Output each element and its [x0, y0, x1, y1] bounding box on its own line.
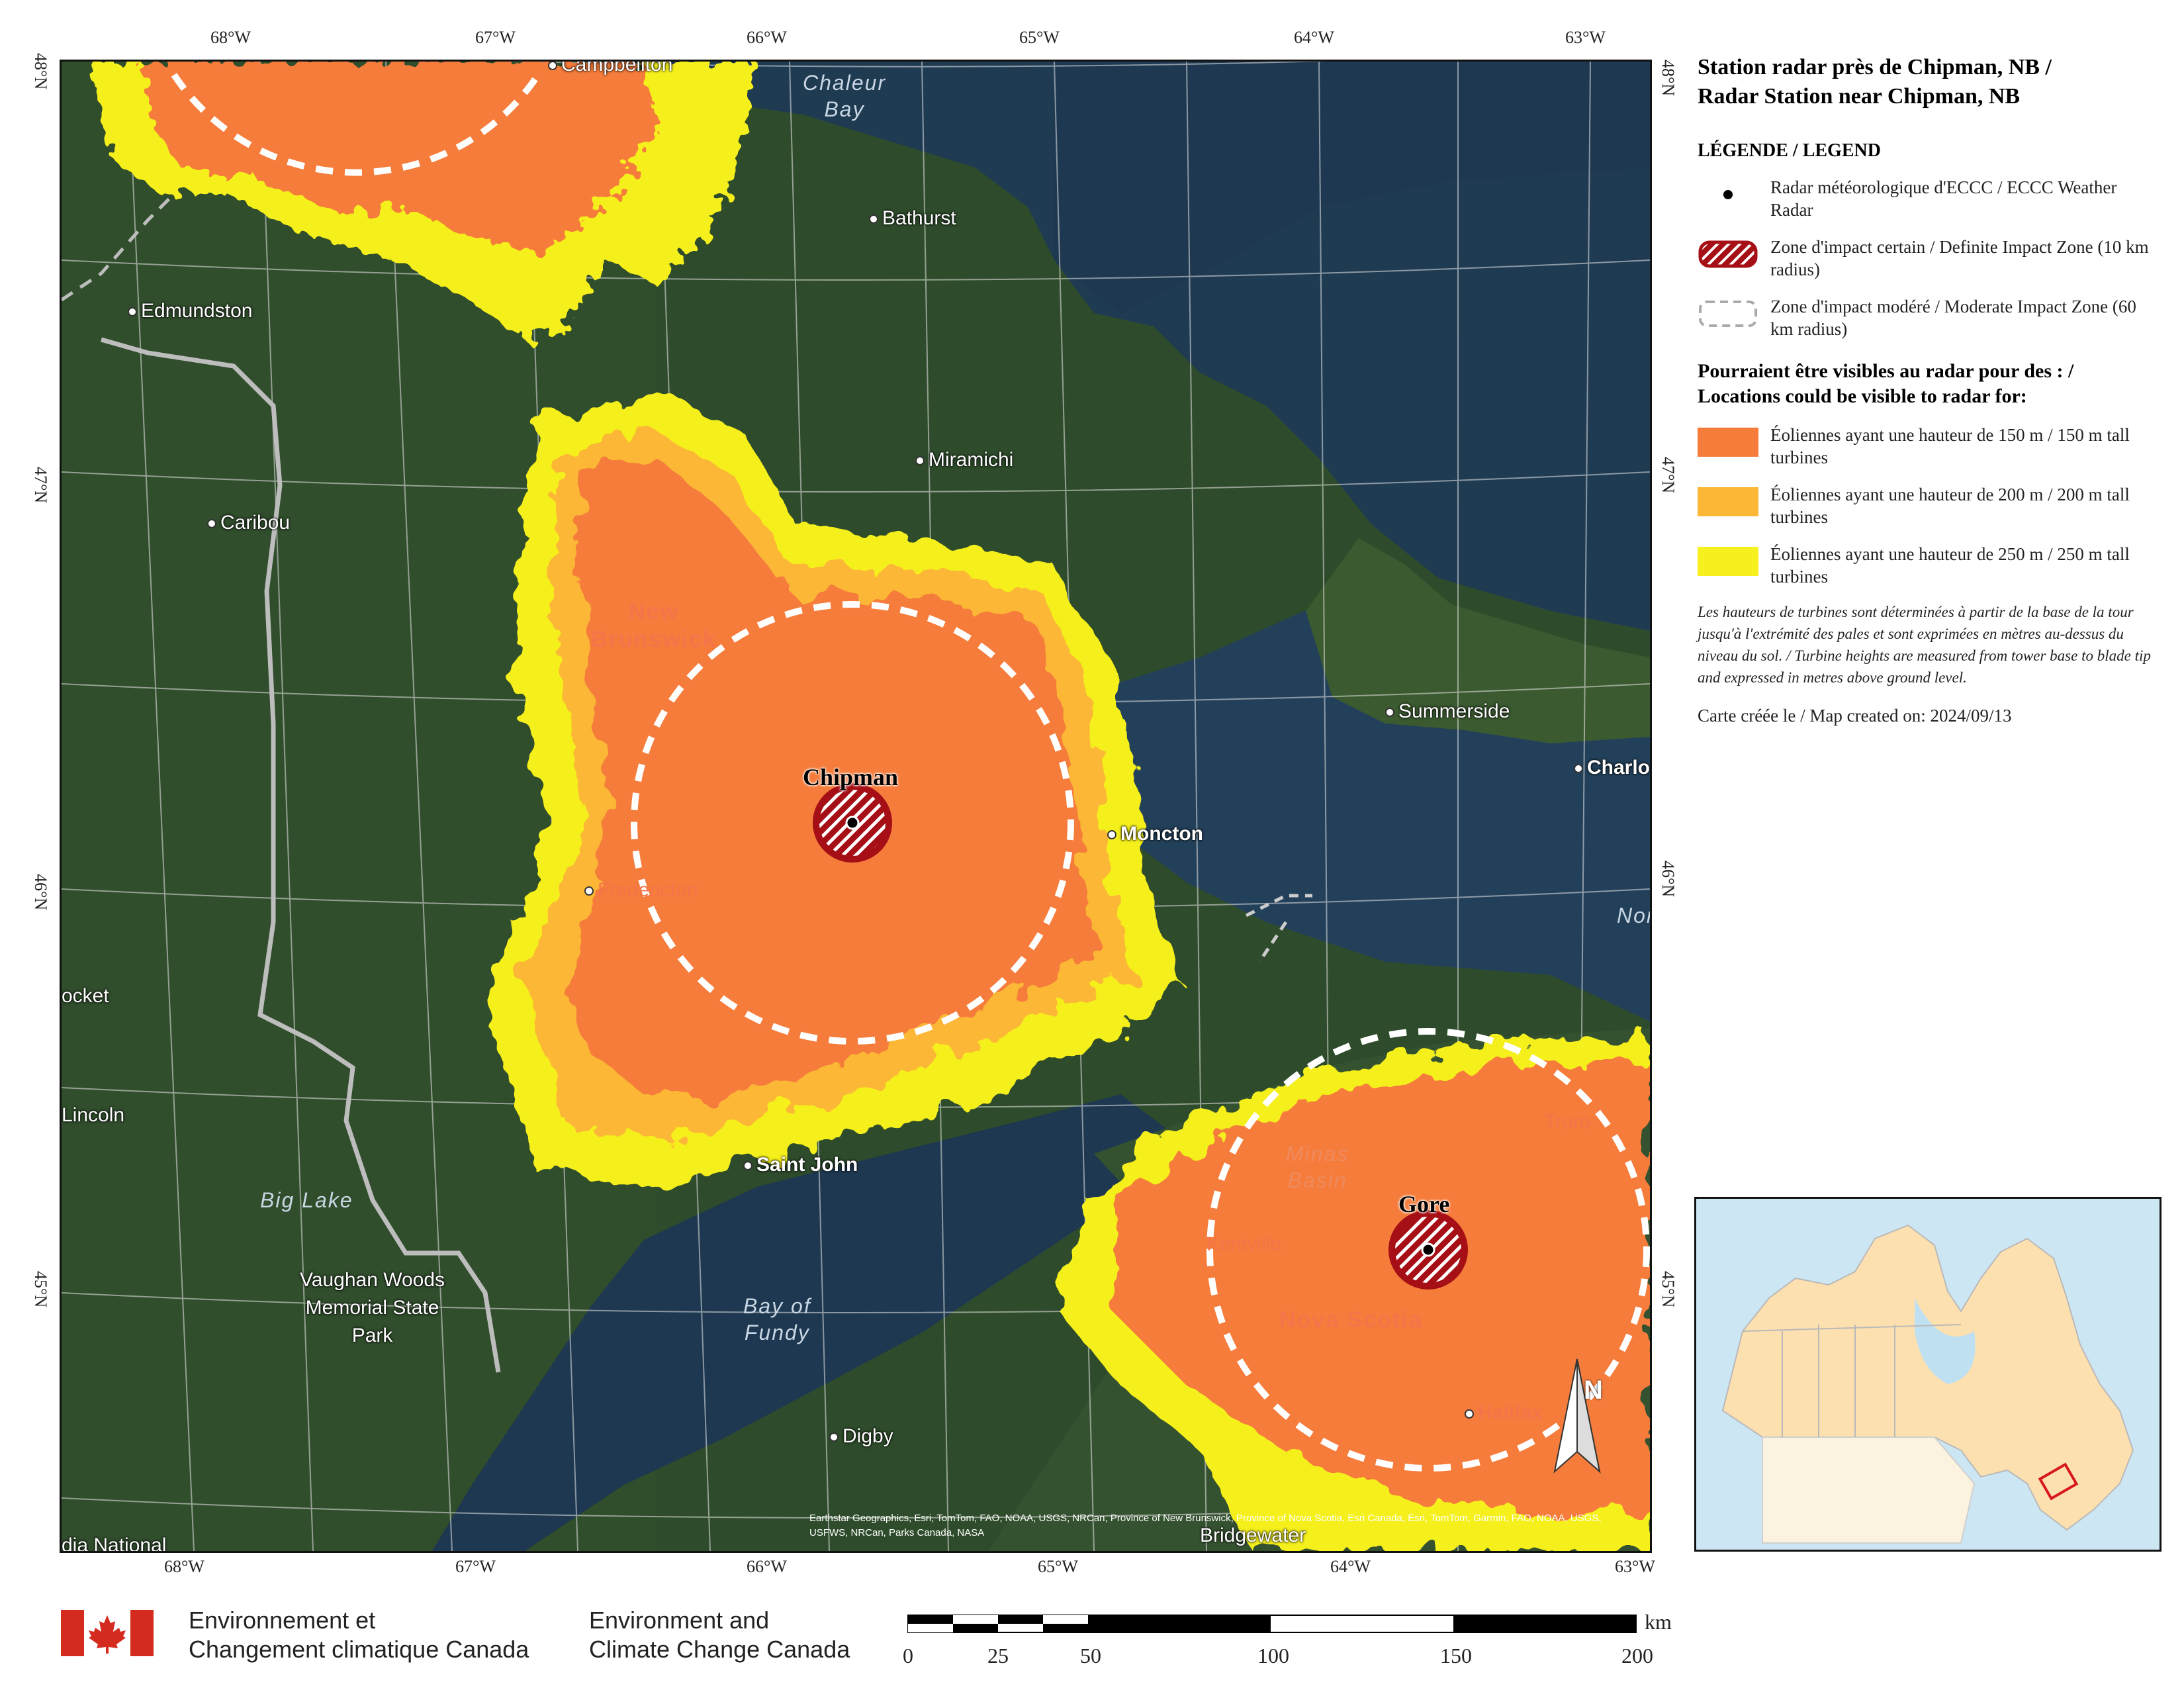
tick-left-48: 48°N [31, 53, 50, 90]
inset-map-canada [1694, 1197, 2161, 1552]
tick-left-47: 47°N [31, 467, 50, 504]
scale-tick-25: 25 [987, 1644, 1009, 1667]
north-arrow-label: N [1584, 1376, 1603, 1405]
place-vaughan-woods: Vaughan Woods Memorial State Park [300, 1269, 445, 1346]
radar-gore-label: Gore [1398, 1191, 1450, 1217]
tick-top-65: 65°W [1019, 28, 1060, 47]
tick-top-64: 64°W [1294, 28, 1334, 47]
inset-extent-box [2038, 1462, 2079, 1501]
water-nor: Nor [1617, 904, 1652, 927]
place-bridgewater: Bridgewater [1200, 1524, 1306, 1546]
tick-top-68: 68°W [210, 28, 251, 47]
place-kentville: Kentville [1206, 1233, 1282, 1255]
coverage-gore [1054, 1035, 1650, 1551]
place-national: dia National [62, 1534, 167, 1553]
turbine-height-note: Les hauteurs de turbines sont déterminée… [1698, 604, 2151, 686]
international-border [101, 337, 501, 1373]
region-nova-scotia: Nova Scotia [1279, 1307, 1423, 1333]
place-charlo: Charlo [1574, 757, 1650, 779]
swatch-250m [1698, 547, 1758, 576]
tick-right-48: 48°N [1659, 60, 1678, 97]
tick-right-47: 47°N [1659, 457, 1678, 494]
place-fredericton: Fredericton [584, 879, 698, 902]
map-canvas [62, 62, 1650, 1551]
place-summerside: Summerside [1385, 700, 1510, 723]
tick-top-67: 67°W [475, 28, 516, 47]
map-attribution: Earthstar Geographics, Esri, TomTom, FAO… [809, 1513, 1602, 1538]
visibility-heading: Pourraient être visibles au radar pour d… [1698, 360, 2074, 407]
place-caribou: Caribou [207, 512, 290, 534]
tick-bottom-65: 65°W [1038, 1557, 1078, 1576]
scale-tick-100: 100 [1257, 1644, 1289, 1667]
place-locket: ocket [62, 985, 109, 1007]
moderate-zone-chipman [631, 601, 1074, 1045]
tick-bottom-63: 63°W [1615, 1557, 1655, 1576]
eccc-name-fr: Environnement et Changement climatique C… [189, 1607, 529, 1663]
place-saint-john: Saint John [743, 1154, 858, 1176]
legend-item-250m: Éoliennes ayant une hauteur de 250 m / 2… [1698, 543, 2161, 588]
swatch-200m [1698, 487, 1758, 516]
radar-dot-icon [1723, 190, 1733, 199]
place-miramichi: Miramichi [915, 449, 1013, 471]
tick-top-63: 63°W [1565, 28, 1606, 47]
legend-item-moderate: Zone d'impact modéré / Moderate Impact Z… [1698, 295, 2161, 340]
scale-tick-200: 200 [1621, 1644, 1653, 1667]
canada-landmass [1721, 1224, 2134, 1531]
radar-gore-marker[interactable] [1421, 1243, 1435, 1257]
scale-bar: km [907, 1610, 1672, 1654]
swatch-150m [1698, 428, 1758, 457]
radar-chipman-label: Chipman [803, 764, 899, 790]
legend-item-150m: Éoliennes ayant une hauteur de 150 m / 1… [1698, 424, 2161, 469]
region-new-brunswick: New Brunswick [591, 599, 717, 652]
place-campbellton: Campbellton [548, 62, 672, 76]
tick-bottom-64: 64°W [1330, 1557, 1371, 1576]
place-moncton: Moncton [1107, 823, 1203, 845]
map-title: Station radar près de Chipman, NB / Rada… [1698, 55, 2052, 109]
canada-flag-logo [61, 1610, 154, 1660]
legend-item-definite: Zone d'impact certain / Definite Impact … [1698, 236, 2161, 281]
tick-top-66: 66°W [747, 28, 787, 47]
eccc-name-en: Environment and Climate Change Canada [589, 1607, 850, 1663]
scale-unit: km [1645, 1610, 1672, 1634]
water-big-lake: Big Lake [260, 1188, 353, 1212]
moderate-zone-gore [1206, 1028, 1650, 1472]
place-halifax: Halifax [1465, 1402, 1543, 1425]
inset-map-canvas [1696, 1199, 2160, 1550]
place-edmundston: Edmundston [128, 300, 252, 322]
water-minas-basin: Minas Basin [1286, 1142, 1349, 1192]
legend-panel: Station radar près de Chipman, NB / Rada… [1698, 53, 2161, 726]
legend-item-radar: Radar météorologique d'ECCC / ECCC Weath… [1698, 176, 2161, 221]
tick-left-45: 45°N [31, 1271, 50, 1308]
coverage-north [88, 62, 756, 340]
place-lincoln: Lincoln [62, 1104, 125, 1126]
scale-bar-graphic [907, 1615, 1637, 1633]
map-created-date: Carte créée le / Map created on: 2024/09… [1698, 706, 2012, 726]
radar-chipman-marker[interactable] [845, 816, 860, 830]
definite-zone-swatch-icon [1698, 240, 1758, 268]
place-bathurst: Bathurst [869, 207, 956, 230]
tick-bottom-67: 67°W [455, 1557, 496, 1576]
place-digby: Digby [829, 1425, 893, 1448]
scale-tick-150: 150 [1440, 1644, 1472, 1667]
gulf-of-st-lawrence [644, 62, 1650, 631]
scale-tick-0: 0 [903, 1644, 913, 1667]
canada-flag-icon [61, 1610, 154, 1656]
tick-bottom-66: 66°W [747, 1557, 787, 1576]
map-frame[interactable]: Campbellton Bathurst Edmundston Miramich… [60, 60, 1652, 1553]
water-chaleur-bay: Chaleur Bay [803, 71, 887, 121]
bay-of-fundy [432, 1094, 1173, 1551]
tick-left-46: 46°N [31, 874, 50, 911]
moderate-zone-north [171, 73, 541, 176]
place-truro: Truro [1544, 1111, 1591, 1133]
tick-bottom-68: 68°W [164, 1557, 205, 1576]
legend-heading: LÉGENDE / LEGEND [1698, 140, 1881, 161]
scale-tick-50: 50 [1080, 1644, 1101, 1667]
tick-right-46: 46°N [1659, 861, 1678, 898]
moderate-zone-swatch-icon [1699, 301, 1757, 327]
tick-right-45: 45°N [1659, 1271, 1678, 1308]
legend-item-200m: Éoliennes ayant une hauteur de 200 m / 2… [1698, 483, 2161, 528]
north-arrow [1553, 1358, 1601, 1474]
prince-edward-island [1306, 538, 1650, 743]
water-bay-of-fundy: Bay of Fundy [743, 1294, 811, 1344]
